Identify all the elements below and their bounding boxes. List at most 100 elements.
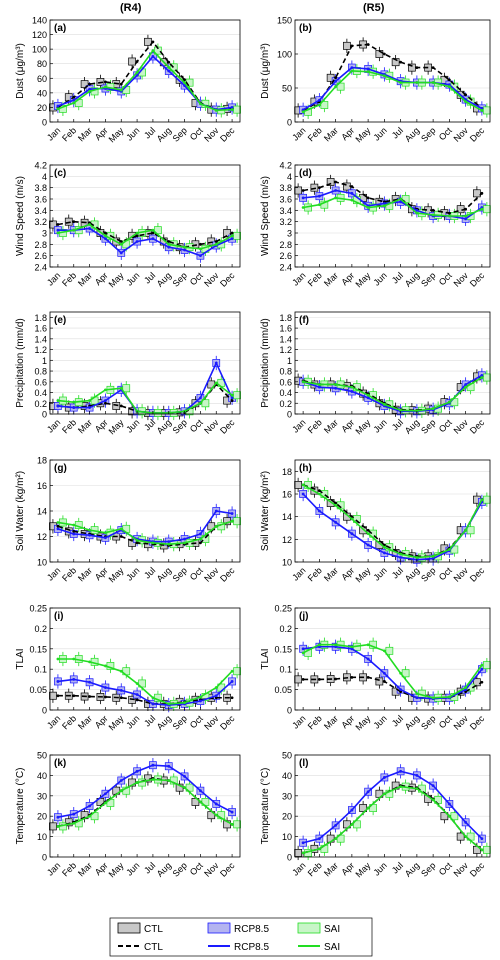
x-tick-label: Sep — [171, 860, 189, 878]
data-point — [72, 530, 76, 533]
data-point — [72, 101, 76, 105]
data-point — [399, 769, 403, 773]
axes-frame — [294, 459, 491, 563]
data-point — [317, 643, 321, 647]
data-point — [334, 180, 338, 184]
data-point — [56, 825, 60, 828]
y-tick-label: 3.8 — [34, 183, 47, 193]
data-point — [72, 98, 76, 102]
series-line-rcp85 — [57, 764, 233, 819]
x-tick-label: Apr — [339, 417, 356, 434]
x-tick-label: May — [107, 713, 126, 732]
data-point — [334, 501, 338, 505]
data-point — [415, 696, 419, 700]
y-tick-label: 10 — [37, 832, 47, 842]
data-point — [350, 191, 354, 195]
series-line-ctl — [57, 520, 233, 547]
x-tick-label: May — [353, 713, 372, 732]
y-tick-label: 2.8 — [279, 240, 292, 250]
data-point — [230, 393, 234, 397]
data-point — [230, 106, 234, 109]
box-sai — [483, 661, 491, 670]
x-tick-label: May — [353, 270, 372, 289]
x-tick-label: May — [353, 417, 372, 436]
y-tick-label: 3.8 — [279, 183, 292, 193]
data-point — [382, 52, 386, 56]
x-tick-label: Jun — [124, 713, 141, 730]
data-point — [301, 189, 305, 192]
data-point — [480, 667, 484, 671]
data-point — [72, 812, 76, 816]
data-point — [431, 696, 435, 700]
data-point — [399, 60, 403, 64]
data-point — [104, 234, 107, 238]
x-tick-label: Aug — [403, 270, 421, 288]
data-point — [399, 690, 403, 694]
x-tick-label: Sep — [171, 713, 189, 731]
y-tick-label: 0.2 — [34, 399, 47, 409]
series-line-sai — [57, 520, 233, 545]
data-point — [317, 645, 321, 649]
x-tick-label: Aug — [403, 417, 421, 435]
x-tick-label: Nov — [452, 417, 471, 436]
x-tick-label: Jan — [45, 565, 62, 582]
x-tick-label: Mar — [322, 860, 340, 878]
series-line-rcp85 — [57, 227, 233, 257]
data-point — [350, 675, 354, 679]
data-point — [317, 98, 321, 102]
x-tick-label: Dec — [218, 860, 237, 879]
x-tick-label: Apr — [93, 713, 110, 730]
y-tick-label: 0.05 — [274, 685, 292, 695]
x-tick-label: Aug — [403, 125, 421, 143]
x-tick-label: Jul — [390, 417, 405, 432]
data-point — [183, 537, 186, 541]
panel-label: (a) — [54, 23, 66, 34]
y-tick-label: 0 — [287, 118, 292, 128]
data-point — [104, 399, 107, 402]
y-tick-label: 2.4 — [279, 263, 292, 273]
y-tick-label: 100 — [32, 45, 47, 55]
series-line-sai — [302, 376, 483, 412]
data-point — [72, 95, 76, 99]
data-point — [72, 220, 76, 224]
data-point — [104, 531, 107, 535]
x-tick-label: Jul — [390, 565, 405, 580]
x-tick-label: Sep — [171, 125, 189, 143]
y-tick-label: 0 — [287, 410, 292, 420]
y-tick-label: 16 — [37, 481, 47, 491]
data-point — [447, 78, 451, 82]
series-line-sai — [57, 223, 233, 250]
x-tick-label: Aug — [155, 860, 173, 878]
y-tick-label: 4.2 — [34, 161, 47, 171]
series-line-ctl — [57, 220, 233, 248]
data-point — [167, 240, 171, 243]
data-point — [350, 185, 354, 188]
data-point — [480, 109, 484, 112]
box-sai — [483, 495, 491, 504]
y-axis-label: Temperature (°C) — [260, 768, 271, 845]
panel-label: (l) — [299, 758, 308, 769]
x-tick-label: Oct — [437, 565, 454, 582]
x-tick-label: Oct — [188, 125, 205, 142]
data-point — [366, 643, 370, 647]
y-tick-label: 3.4 — [34, 206, 47, 216]
data-point — [119, 88, 123, 92]
y-tick-label: 0 — [42, 706, 47, 716]
y-tick-label: 2.6 — [279, 251, 292, 261]
data-point — [104, 80, 107, 84]
data-point — [214, 381, 218, 385]
x-tick-label: May — [353, 125, 372, 144]
data-point — [366, 206, 370, 209]
y-axis-label: Wind Speed (m/s) — [15, 176, 26, 256]
data-point — [334, 520, 338, 524]
data-point — [88, 227, 91, 230]
x-tick-label: Sep — [419, 270, 437, 288]
x-tick-label: Apr — [93, 125, 110, 142]
data-point — [56, 107, 60, 111]
data-point — [230, 680, 234, 683]
data-point — [431, 557, 435, 560]
data-point — [119, 689, 123, 692]
y-tick-label: 0.25 — [29, 604, 47, 614]
y-tick-label: 2.8 — [34, 240, 47, 250]
